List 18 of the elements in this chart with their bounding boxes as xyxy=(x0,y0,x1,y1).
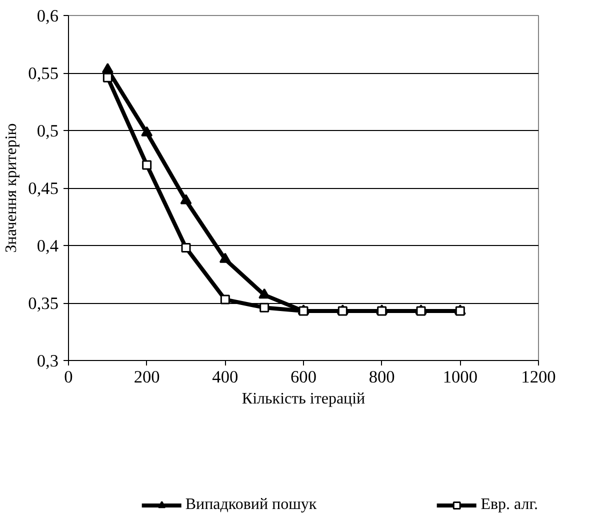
y-axis-title: Значення критерію xyxy=(3,123,20,253)
y-tick-label: 0,55 xyxy=(28,64,59,83)
y-tick-label: 0,6 xyxy=(36,6,59,26)
y-tick-label: 0,45 xyxy=(28,179,59,198)
legend-label: Евр. алг. xyxy=(480,496,538,514)
x-tick-label: 1200 xyxy=(521,368,556,386)
x-tick-label: 200 xyxy=(134,368,160,386)
y-tick-label: 0,3 xyxy=(36,352,59,370)
x-tick-label: 1000 xyxy=(442,368,478,386)
x-tick-label: 800 xyxy=(368,368,395,386)
y-tick-label: 0,4 xyxy=(36,236,59,256)
y-tick-label: 0,35 xyxy=(28,294,59,313)
legend-label: Випадковий пошук xyxy=(185,496,317,514)
x-tick-label: 0 xyxy=(64,368,73,386)
x-tick-label: 600 xyxy=(290,368,317,386)
x-axis-title: Кількість ітерацій xyxy=(242,390,366,408)
x-tick-label: 400 xyxy=(212,368,238,386)
y-tick-label: 0,5 xyxy=(36,122,59,140)
